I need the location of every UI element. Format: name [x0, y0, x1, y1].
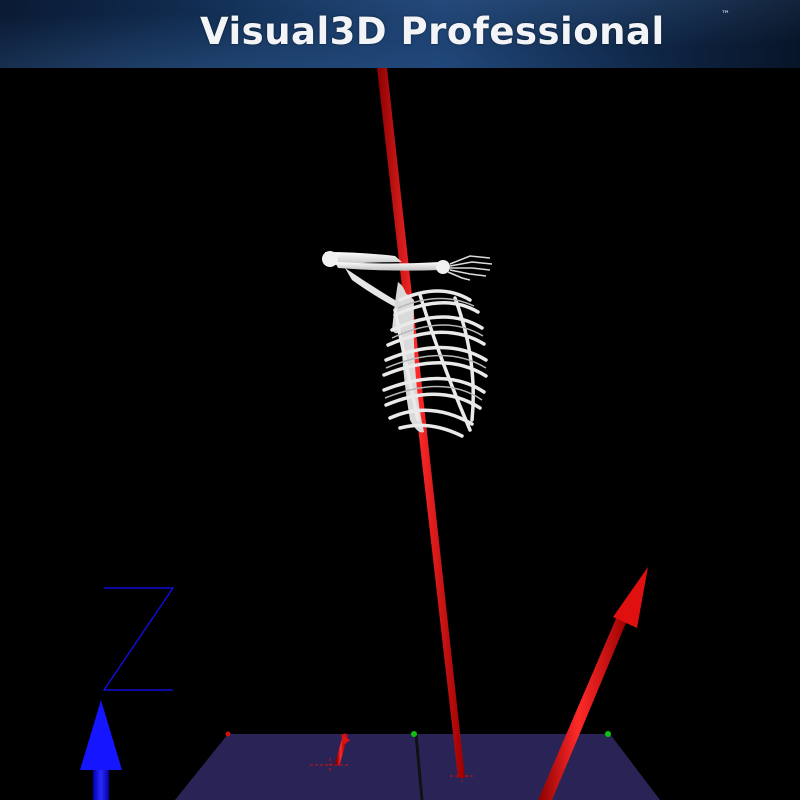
z-axis-shaft	[93, 770, 109, 800]
wrist-joint	[436, 260, 450, 274]
shoulder-joint	[322, 251, 338, 267]
center-of-pressure-mark	[310, 758, 350, 772]
small-force-vector[interactable]	[334, 734, 350, 766]
z-axis-arrow[interactable]	[80, 700, 122, 800]
ribcage-shading	[384, 297, 487, 401]
z-axis-label: Z	[102, 587, 175, 691]
hand	[447, 255, 493, 281]
z-axis-arrowhead	[80, 700, 122, 770]
force-vector-arrow[interactable]	[538, 567, 648, 800]
3d-viewport[interactable]: Z	[0, 68, 800, 800]
ribcage	[382, 289, 488, 438]
skeleton-model[interactable]	[322, 251, 493, 438]
title-banner: Visual3D Professional ™	[0, 0, 800, 68]
z-letter	[102, 587, 175, 691]
trademark-mark: ™	[721, 10, 730, 20]
clavicle	[345, 268, 405, 312]
forearm	[335, 262, 440, 271]
corner-marker-green	[411, 731, 417, 737]
arrowhead	[613, 567, 648, 628]
force-plate[interactable]	[175, 731, 660, 800]
app-title: Visual3D Professional	[200, 10, 665, 53]
corner-marker-green	[605, 731, 611, 737]
plate-divider	[414, 733, 424, 800]
corner-marker-red	[225, 731, 231, 737]
